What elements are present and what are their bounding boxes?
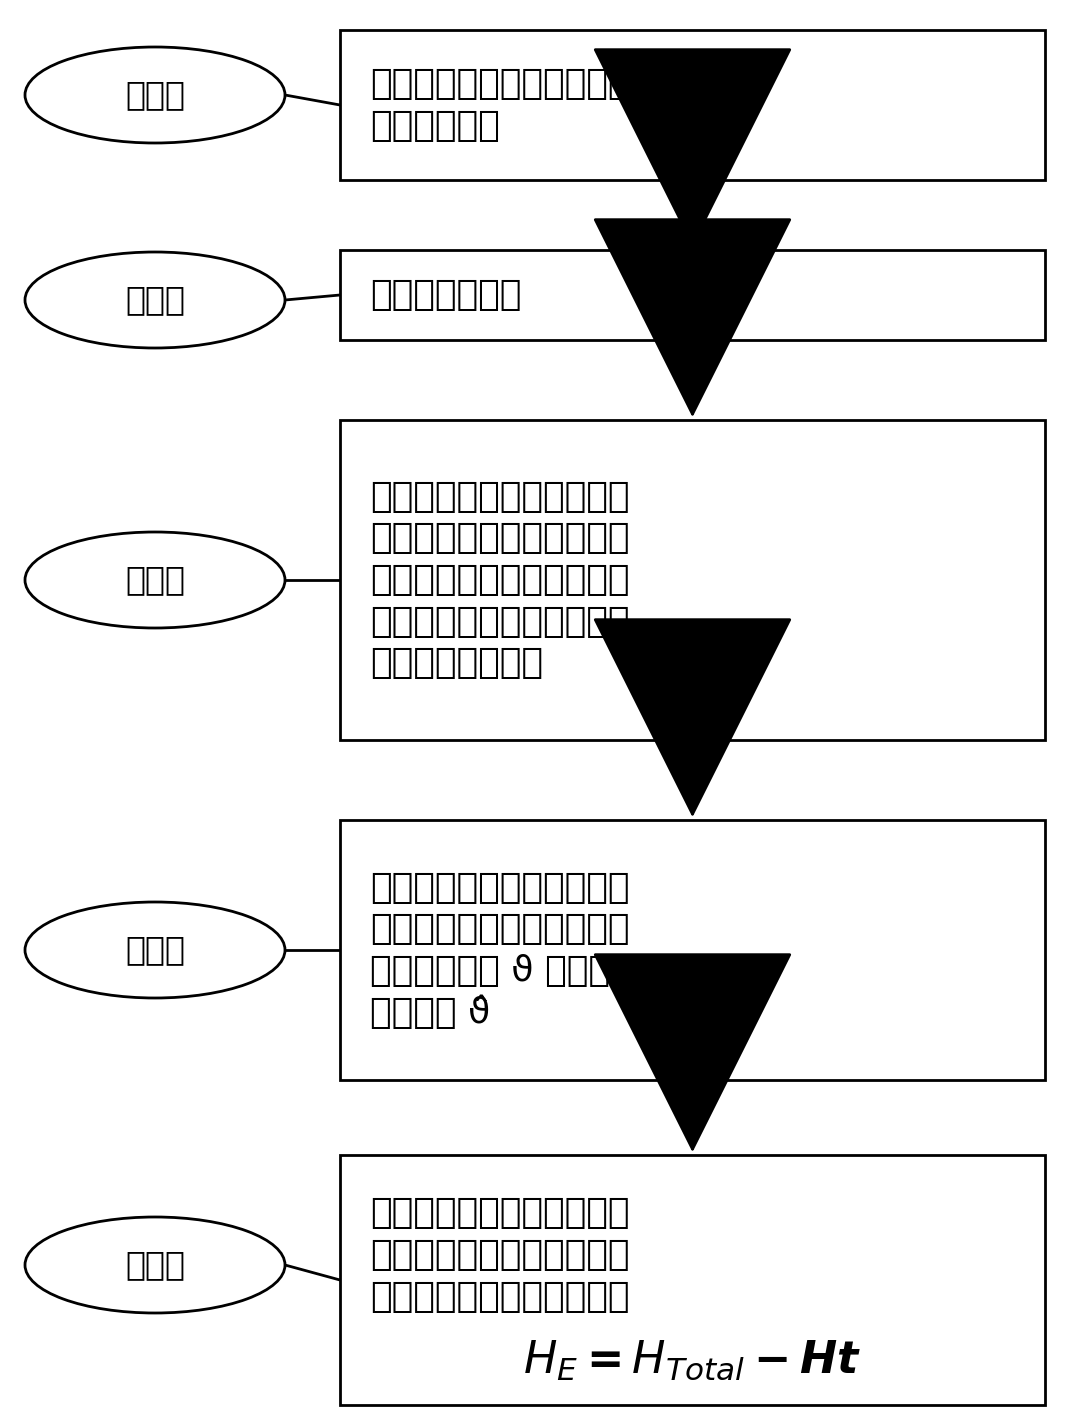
Text: 得到系数 ϑ̂: 得到系数 ϑ̂ [370, 995, 490, 1030]
Bar [340, 1155, 1045, 1405]
Text: 步骤四: 步骤四 [125, 934, 185, 966]
Text: 带通滤波，得到仅包含飞机: 带通滤波，得到仅包含飞机 [370, 604, 630, 638]
Bar [340, 820, 1045, 1080]
Text: 建立线性方程组: 建立线性方程组 [370, 279, 521, 313]
Text: 步骤五: 步骤五 [125, 1249, 185, 1282]
Text: 四估计出的系数实时计算并: 四估计出的系数实时计算并 [370, 1238, 630, 1272]
Text: 合并地磁场和飞机磁干扰模: 合并地磁场和飞机磁干扰模 [370, 67, 630, 101]
Ellipse shape [25, 902, 285, 998]
Bar [340, 421, 1045, 740]
Text: 构成的行向量 ϑ 进行估计，: 构成的行向量 ϑ 进行估计， [370, 953, 654, 988]
Text: 步骤三: 步骤三 [125, 564, 185, 597]
Text: 前，对线性方程组的总场列: 前，对线性方程组的总场列 [370, 522, 630, 556]
Bar [340, 250, 1045, 340]
Text: 型中的感应场: 型中的感应场 [370, 109, 500, 142]
Text: 步骤一: 步骤一 [125, 78, 185, 111]
Text: 在估计航磁干扰补偿系数之: 在估计航磁干扰补偿系数之 [370, 480, 630, 514]
Ellipse shape [25, 252, 285, 348]
Text: $\boldsymbol{H_E=H_{Total}-Ht}$: $\boldsymbol{H_E=H_{Total}-Ht}$ [524, 1339, 861, 1381]
Ellipse shape [25, 1216, 285, 1313]
Text: 在实际航磁测量时利用步骤: 在实际航磁测量时利用步骤 [370, 1196, 630, 1231]
Text: 对步骤三滤波后的线性方程: 对步骤三滤波后的线性方程 [370, 871, 630, 905]
Text: 步骤二: 步骤二 [125, 284, 185, 317]
Text: 产生的磁干扰系数: 产生的磁干扰系数 [370, 647, 543, 681]
Text: 组中未知航磁干扰补偿系数: 组中未知航磁干扰补偿系数 [370, 912, 630, 946]
Ellipse shape [25, 47, 285, 144]
Text: 去除飞机产生的磁干扰补偿: 去除飞机产生的磁干扰补偿 [370, 1280, 630, 1313]
Text: 向量以及方向余弦矩阵进行: 向量以及方向余弦矩阵进行 [370, 563, 630, 597]
Ellipse shape [25, 531, 285, 628]
Bar [340, 30, 1045, 180]
